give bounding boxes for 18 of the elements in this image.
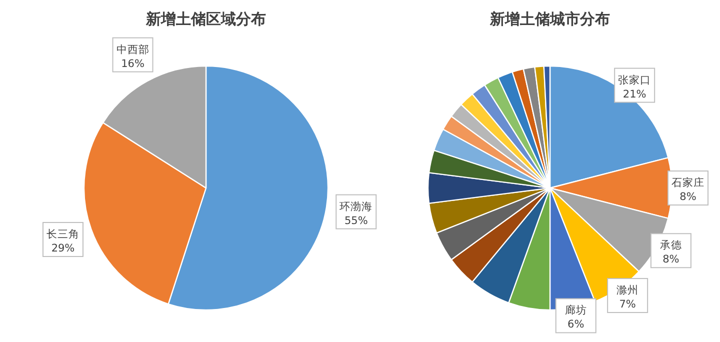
data-label: 6%	[568, 318, 584, 331]
slice-label: 环渤海	[340, 200, 373, 213]
data-label: 7%	[619, 298, 636, 311]
slice-label: 张家口	[618, 73, 652, 86]
slice-label: 长三角	[46, 227, 80, 240]
data-label: 8%	[662, 254, 680, 266]
data-label: 55%	[344, 214, 368, 227]
slice-label: 中西部	[116, 42, 150, 56]
slice-label: 承德	[660, 240, 682, 252]
data-label: 8%	[680, 191, 696, 203]
slice-label: 滁州	[616, 284, 639, 297]
chart-title: 新增土储区域分布	[145, 10, 266, 28]
data-label: 16%	[121, 58, 144, 70]
slice-label: 石家庄	[672, 176, 704, 189]
chart-title: 新增土储城市分布	[489, 10, 610, 28]
data-label: 29%	[51, 242, 75, 254]
data-label: 21%	[622, 88, 646, 100]
slice-label: 廊坊	[564, 304, 587, 317]
